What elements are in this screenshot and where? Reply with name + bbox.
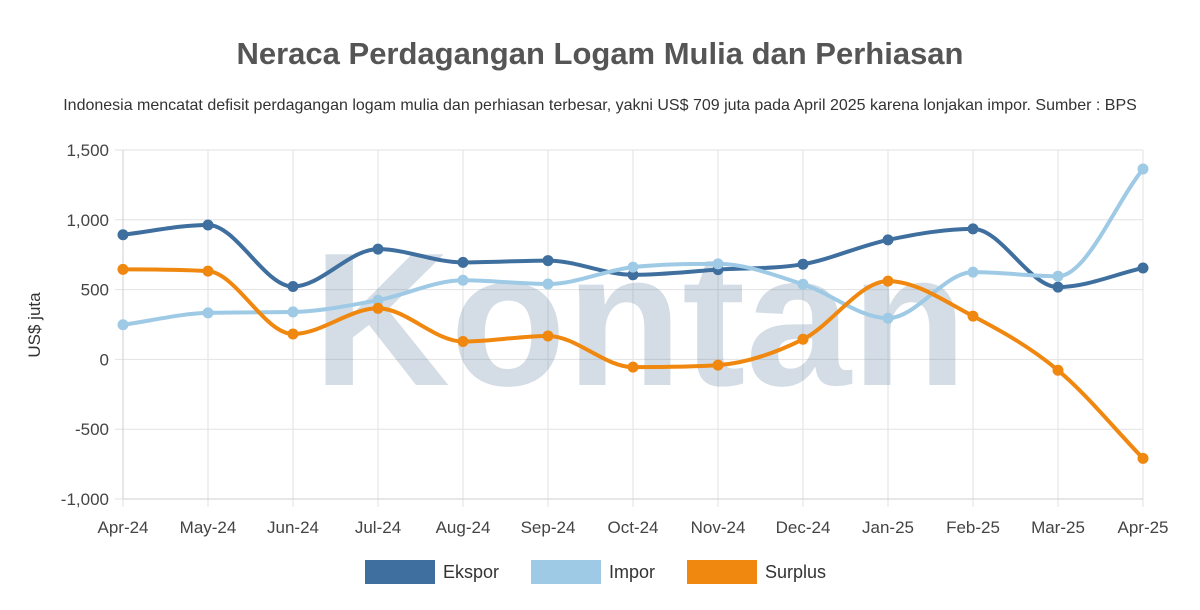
x-tick-label: Apr-24 xyxy=(97,518,148,537)
data-point-ekspor[interactable] xyxy=(457,256,469,268)
data-point-surplus[interactable] xyxy=(287,328,299,340)
data-point-impor[interactable] xyxy=(457,274,469,286)
y-tick-label: 1,500 xyxy=(66,141,109,160)
data-point-surplus[interactable] xyxy=(627,361,639,373)
series-impor xyxy=(117,163,1149,331)
legend-label-ekspor: Ekspor xyxy=(443,562,499,582)
data-point-impor[interactable] xyxy=(882,312,894,324)
legend-swatch-ekspor xyxy=(365,560,435,584)
data-point-impor[interactable] xyxy=(202,307,214,319)
legend-label-surplus: Surplus xyxy=(765,562,826,582)
x-tick-label: Jun-24 xyxy=(267,518,319,537)
data-point-ekspor[interactable] xyxy=(1052,281,1064,293)
data-point-surplus[interactable] xyxy=(967,310,979,322)
x-tick-label: Mar-25 xyxy=(1031,518,1085,537)
legend-item-surplus[interactable]: Surplus xyxy=(687,560,826,584)
data-point-surplus[interactable] xyxy=(202,265,214,277)
data-point-ekspor[interactable] xyxy=(287,281,299,293)
data-point-ekspor[interactable] xyxy=(797,258,809,270)
axis-layer: 1,500 1,000 500 0 -500 -1,000 Apr-24 May-24 Jun-… xyxy=(61,141,1169,537)
data-point-surplus[interactable] xyxy=(372,302,384,314)
data-point-surplus[interactable] xyxy=(1137,452,1149,464)
y-tick-label: 500 xyxy=(81,281,109,300)
y-tick-label: -500 xyxy=(75,420,109,439)
data-point-impor[interactable] xyxy=(967,266,979,278)
x-tick-label: Feb-25 xyxy=(946,518,1000,537)
chart-title: Neraca Perdagangan Logam Mulia dan Perhi… xyxy=(236,36,963,71)
y-axis-label: US$ juta xyxy=(25,292,44,358)
data-point-impor[interactable] xyxy=(287,306,299,318)
y-tick-label: 1,000 xyxy=(66,211,109,230)
data-point-ekspor[interactable] xyxy=(202,219,214,231)
x-tick-label: May-24 xyxy=(180,518,237,537)
data-point-impor[interactable] xyxy=(1052,270,1064,282)
x-tick-label: Oct-24 xyxy=(607,518,658,537)
series-layer xyxy=(117,163,1149,464)
legend-swatch-impor xyxy=(531,560,601,584)
data-point-surplus[interactable] xyxy=(542,330,554,342)
legend-item-impor[interactable]: Impor xyxy=(531,560,655,584)
data-point-ekspor[interactable] xyxy=(967,223,979,235)
y-tick-label: 0 xyxy=(100,350,109,369)
x-tick-label: Aug-24 xyxy=(436,518,491,537)
data-point-ekspor[interactable] xyxy=(372,243,384,255)
series-surplus xyxy=(117,263,1149,464)
y-tick-label: -1,000 xyxy=(61,490,109,509)
data-point-surplus[interactable] xyxy=(797,333,809,345)
legend-label-impor: Impor xyxy=(609,562,655,582)
data-point-impor[interactable] xyxy=(117,319,129,331)
chart-subtitle: Indonesia mencatat defisit perdagangan l… xyxy=(63,97,1137,114)
data-point-surplus[interactable] xyxy=(1052,364,1064,376)
data-point-impor[interactable] xyxy=(1137,163,1149,175)
x-tick-label: Jan-25 xyxy=(862,518,914,537)
legend-item-ekspor[interactable]: Ekspor xyxy=(365,560,499,584)
x-tick-label: Dec-24 xyxy=(776,518,831,537)
data-point-surplus[interactable] xyxy=(457,336,469,348)
legend: Ekspor Impor Surplus xyxy=(365,560,826,584)
legend-swatch-surplus xyxy=(687,560,757,584)
data-point-surplus[interactable] xyxy=(882,275,894,287)
data-point-surplus[interactable] xyxy=(712,359,724,371)
x-tick-label: Sep-24 xyxy=(521,518,576,537)
data-point-ekspor[interactable] xyxy=(1137,262,1149,274)
x-tick-label: Apr-25 xyxy=(1117,518,1168,537)
data-point-impor[interactable] xyxy=(797,278,809,290)
data-point-surplus[interactable] xyxy=(117,263,129,275)
data-point-ekspor[interactable] xyxy=(882,234,894,246)
data-point-impor[interactable] xyxy=(627,261,639,273)
x-tick-label: Nov-24 xyxy=(691,518,746,537)
data-point-impor[interactable] xyxy=(712,258,724,270)
x-tick-label: Jul-24 xyxy=(355,518,401,537)
data-point-ekspor[interactable] xyxy=(542,255,554,267)
data-point-impor[interactable] xyxy=(542,278,554,290)
data-point-ekspor[interactable] xyxy=(117,229,129,241)
